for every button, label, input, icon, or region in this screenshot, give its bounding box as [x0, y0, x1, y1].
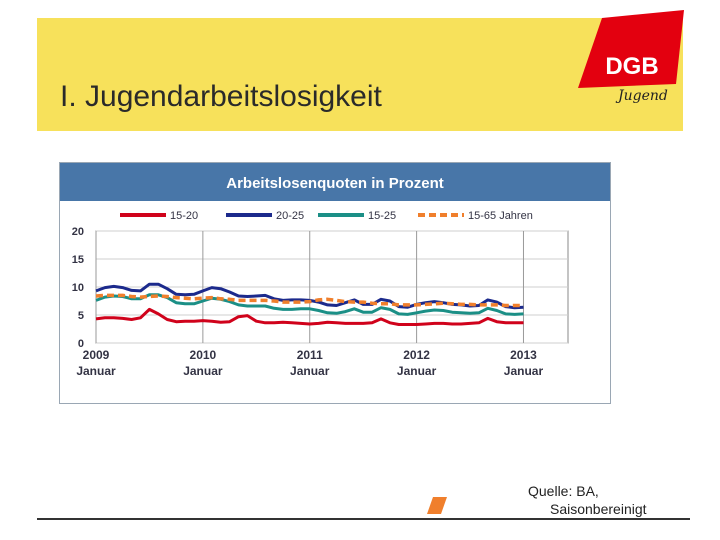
y-tick-label: 5 [78, 310, 84, 322]
dgb-jugend-logo: DGB Jugend [578, 10, 684, 104]
x-tick-label: 2009 [83, 348, 110, 362]
source-line-1: Quelle: BA, [528, 483, 599, 499]
chart-title: Arbeitslosenquoten in Prozent [226, 175, 444, 192]
x-tick-label: 2012 [403, 348, 430, 362]
x-tick-label: 2013 [510, 348, 537, 362]
slide-title: I. Jugendarbeitslosigkeit [60, 80, 382, 113]
header-band [37, 18, 683, 131]
chart-header: Arbeitslosenquoten in Prozent [60, 163, 610, 201]
source-line-2: Saisonbereinigt [550, 501, 647, 517]
x-tick-label: 2010 [190, 348, 217, 362]
y-tick-label: 15 [72, 254, 84, 266]
logo-text: DGB [605, 53, 658, 80]
x-tick-label: Januar [76, 364, 116, 378]
y-tick-label: 20 [72, 226, 84, 238]
chart-frame: Arbeitslosenquoten in Prozent 0 5 10 15 20 20… [59, 162, 611, 404]
x-tick-label: Januar [183, 364, 223, 378]
footer-line [37, 518, 690, 520]
series-line-15-20 [95, 307, 524, 326]
x-tick-label: Januar [504, 364, 544, 378]
legend-label: 15-65 Jahren [468, 210, 533, 222]
series-line-15-65-Jahren [95, 293, 524, 308]
x-tick-label: Januar [397, 364, 437, 378]
x-tick-label: 2011 [297, 348, 323, 362]
legend-label: 15-20 [170, 210, 198, 222]
orange-marker-icon [427, 497, 447, 514]
y-tick-label: 0 [78, 338, 84, 350]
legend-label: 20-25 [276, 210, 304, 222]
source-note: Quelle: BA, Saisonbereinigt [528, 482, 647, 518]
logo-sub: Jugend [615, 88, 668, 104]
x-tick-label: Januar [290, 364, 330, 378]
legend-label: 15-25 [368, 210, 396, 222]
y-tick-label: 10 [72, 282, 84, 294]
line-chart: 0 5 10 15 20 2009 Januar 2010 Januar 2011 Januar 20… [72, 210, 569, 378]
logo-shape [578, 10, 684, 88]
